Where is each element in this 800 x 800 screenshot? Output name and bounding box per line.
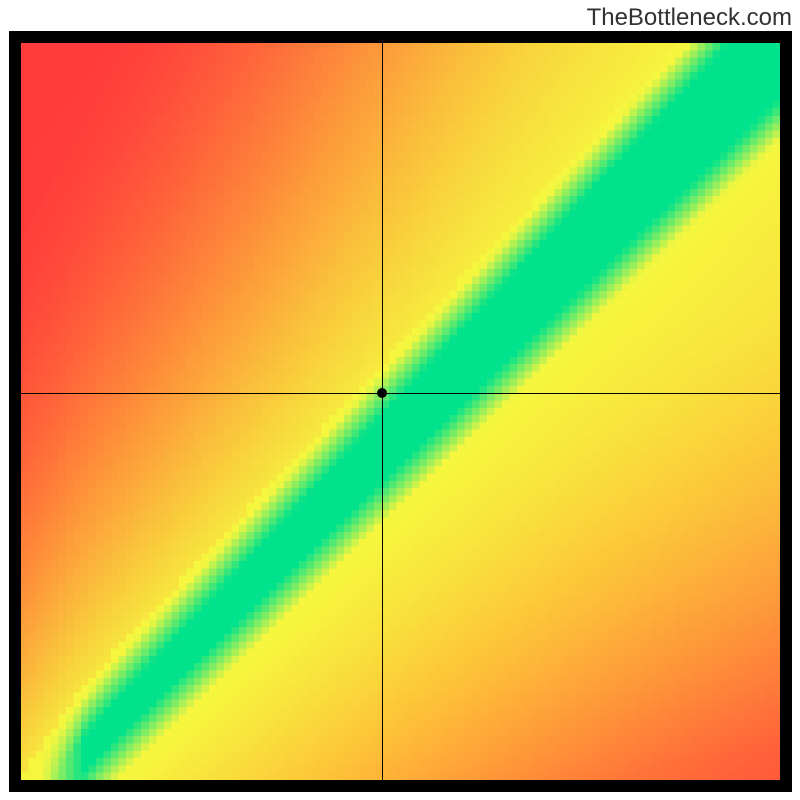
heatmap-plot [21,43,780,780]
watermark-text: TheBottleneck.com [587,4,792,32]
crosshair-horizontal [21,393,780,394]
crosshair-vertical [382,43,383,780]
chart-container: { "meta": { "source_label": "TheBottlene… [0,0,800,800]
data-marker [377,388,387,398]
